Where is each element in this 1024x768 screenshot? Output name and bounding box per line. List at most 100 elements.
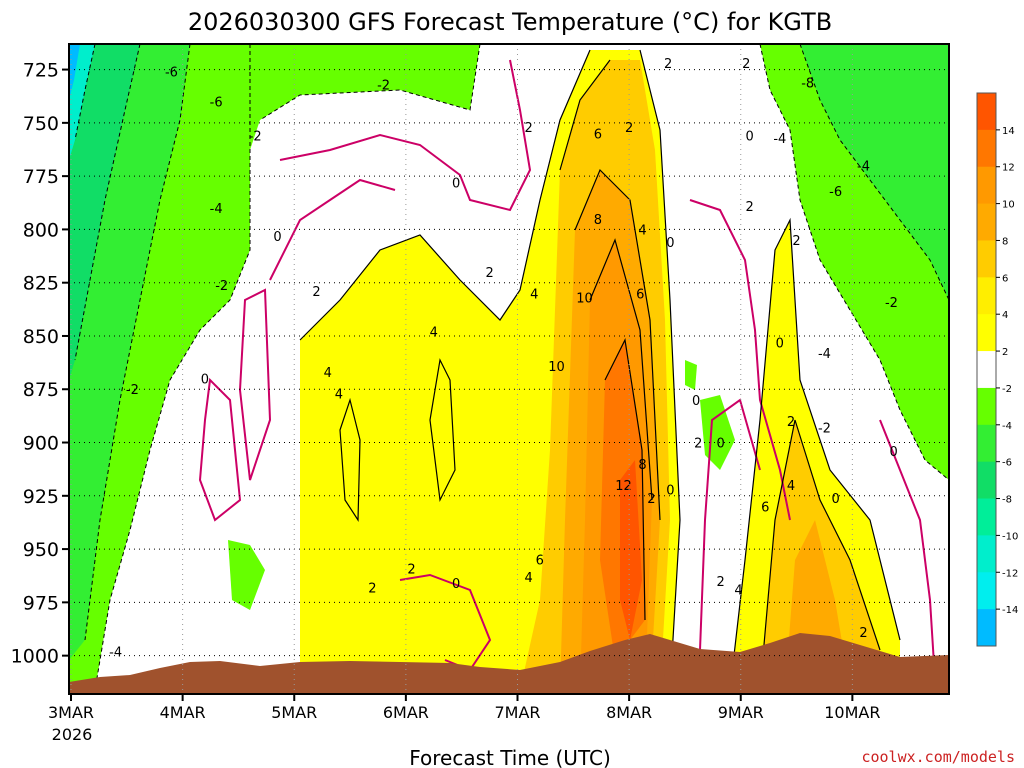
contour-label: 2 <box>787 415 795 430</box>
contour-label: 2 <box>717 575 725 590</box>
contour-label: 0 <box>666 483 674 498</box>
contour-label: 4 <box>734 584 742 599</box>
cold-patch-lower <box>228 540 265 610</box>
colorbar-segment <box>977 166 996 205</box>
colorbar-label: -14 <box>1002 605 1018 616</box>
y-tick-label: 925 <box>23 486 59 508</box>
y-tick-label: 725 <box>23 60 59 82</box>
cold-top-band <box>250 44 480 150</box>
x-tick-label: 3MAR <box>48 703 94 722</box>
contour-label: -4 <box>210 202 223 217</box>
contour-label: -2 <box>377 78 390 93</box>
x-tick-label: 6MAR <box>383 703 429 722</box>
x-tick-label: 9MAR <box>718 703 764 722</box>
contour-label: 0 <box>273 230 281 245</box>
colorbar-label: 2 <box>1002 347 1008 358</box>
contour-label: -6 <box>829 185 842 200</box>
colorbar-segment <box>977 314 996 352</box>
colorbar-label: -10 <box>1002 531 1018 542</box>
contour-label: 0 <box>717 437 725 452</box>
contour-label: 8 <box>594 213 602 228</box>
x-tick-label: 8MAR <box>606 703 652 722</box>
contour-label: -4 <box>773 132 786 147</box>
colorbar-label: 4 <box>1002 310 1008 321</box>
colorbar-segment <box>977 498 996 536</box>
y-tick-label: 875 <box>23 379 59 401</box>
contour-label: 2 <box>647 492 655 507</box>
contour-label: 2 <box>742 57 750 72</box>
contour-label: 6 <box>761 500 769 515</box>
x-axis-ticks: 3MAR 4MAR 5MAR 6MAR 7MAR 8MAR 9MAR 10MAR <box>48 694 880 722</box>
x-tick-label: 5MAR <box>271 703 317 722</box>
colorbar-segment <box>977 535 996 573</box>
x-tick-label: 7MAR <box>494 703 540 722</box>
cold-patch-right-small <box>700 395 735 470</box>
x-tick-label: 10MAR <box>824 703 880 722</box>
contour-label: 2 <box>525 121 533 136</box>
contour-label: -6 <box>165 66 178 81</box>
contour-label: 0 <box>831 492 839 507</box>
colorbar-label: 12 <box>1002 163 1015 174</box>
colorbar-segment <box>977 240 996 278</box>
colorbar-label: 6 <box>1002 273 1008 284</box>
contour-label: 6 <box>636 287 644 302</box>
x-axis-year: 2026 <box>52 725 93 744</box>
chart-title: 2026030300 GFS Forecast Temperature (°C)… <box>188 8 832 36</box>
contour-label: -2 <box>818 422 831 437</box>
cold-patch-right-tiny <box>685 360 697 390</box>
colorbar-label: -12 <box>1002 568 1018 579</box>
contour-label: 2 <box>664 57 672 72</box>
contour-label: 0 <box>776 336 784 351</box>
contour-label: 4 <box>525 571 533 586</box>
contour-label: -2 <box>249 130 262 145</box>
y-tick-label: 850 <box>23 326 59 348</box>
freezing-line <box>198 59 936 681</box>
contour-label: 4 <box>787 479 795 494</box>
contour-lines-dashed <box>74 44 949 691</box>
colorbar: 14 12 10 8 6 4 2 -2 -4 -6 -8 -10 -12 -14 <box>976 92 1018 647</box>
contour-label: 10 <box>548 360 565 375</box>
colorbar-segment <box>977 572 996 610</box>
contour-label: 0 <box>452 177 460 192</box>
colorbar-segment <box>977 424 996 463</box>
contour-label: -2 <box>126 383 139 398</box>
contour-label: 4 <box>324 366 332 381</box>
contour-label: -2 <box>215 279 228 294</box>
y-tick-label: 800 <box>23 219 59 241</box>
credit-text: coolwx.com/models <box>861 748 1015 766</box>
contour-label: 2 <box>485 266 493 281</box>
y-tick-label: 900 <box>23 433 59 455</box>
contour-label: 0 <box>666 236 674 251</box>
contour-label: 0 <box>452 577 460 592</box>
cold-region-right-core <box>800 44 949 300</box>
colorbar-label: -2 <box>1002 384 1012 395</box>
y-axis-ticks: 725 750 775 800 825 850 875 900 925 950 975 1000 <box>11 60 69 668</box>
cold-region-corner-deep <box>69 44 80 100</box>
contour-label: 0 <box>890 445 898 460</box>
contour-label: 8 <box>638 458 646 473</box>
colorbar-segment <box>977 609 996 647</box>
contour-label: 0 <box>201 373 209 388</box>
contour-label: -4 <box>818 347 831 362</box>
contour-label: 0 <box>746 130 754 145</box>
y-tick-label: 750 <box>23 113 59 135</box>
colorbar-segment <box>977 387 996 426</box>
terrain-surface <box>69 633 949 694</box>
y-tick-label: 1000 <box>11 646 59 668</box>
contour-label: 4 <box>335 388 343 403</box>
contour-label: -2 <box>885 296 898 311</box>
contour-label: -4 <box>857 159 870 174</box>
contour-label: 6 <box>594 128 602 143</box>
colorbar-label: 14 <box>1002 126 1015 137</box>
contour-label: 2 <box>792 234 800 249</box>
contour-label: 2 <box>859 626 867 641</box>
colorbar-segment <box>977 461 996 500</box>
colorbar-label: 8 <box>1002 236 1008 247</box>
contour-label: -6 <box>210 96 223 111</box>
colorbar-label: -8 <box>1002 495 1012 506</box>
contour-label: 0 <box>692 394 700 409</box>
colorbar-segment <box>977 129 996 168</box>
contour-label: 2 <box>368 581 376 596</box>
y-tick-label: 825 <box>23 273 59 295</box>
y-tick-label: 975 <box>23 592 59 614</box>
